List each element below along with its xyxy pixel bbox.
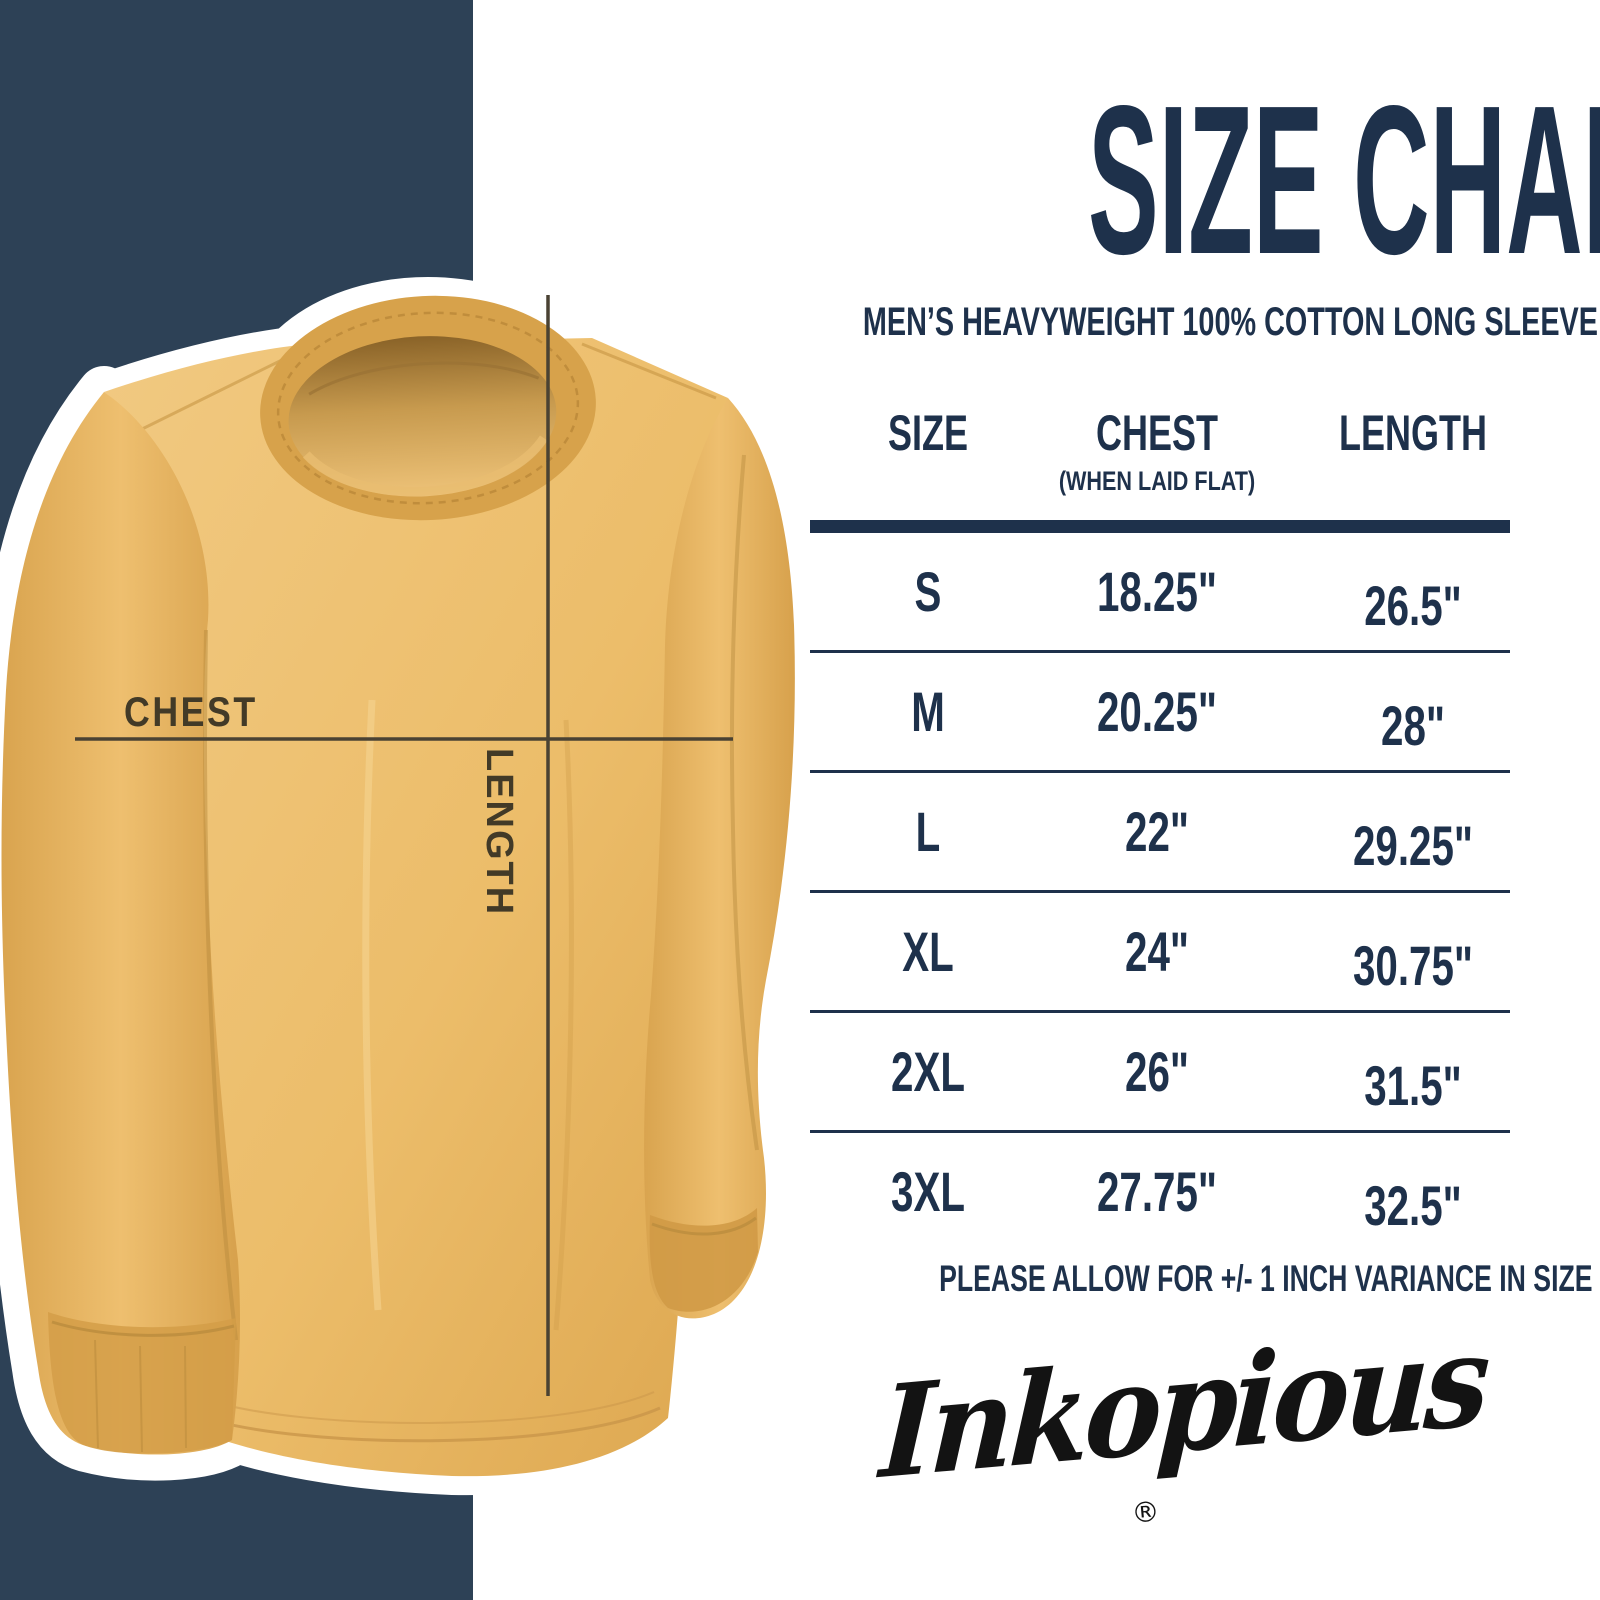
- length-cell: 32.5": [1364, 1174, 1462, 1237]
- size-cell: 3XL: [891, 1160, 965, 1223]
- product-subtitle-text: MEN’S HEAVYWEIGHT 100% COTTON LONG SLEEV…: [862, 300, 1598, 344]
- header-divider: [810, 520, 1510, 533]
- shirt-right-sleeve: [644, 398, 795, 1319]
- size-cell: S: [914, 560, 942, 623]
- brand-logo: Inkopious®: [848, 1305, 1489, 1542]
- size-row: 3XL 27.75" 32.5": [810, 1133, 1510, 1253]
- length-cell: 29.25": [1352, 814, 1474, 877]
- size-table-rows: S 18.25" 26.5" M 20.25" 28" L 22" 29.25"…: [810, 533, 1510, 1253]
- shirt-left-sleeve: [1, 392, 240, 1455]
- chest-cell: 20.25": [1096, 680, 1218, 743]
- page-title: SIZE CHART: [770, 74, 1600, 286]
- product-subtitle: MEN’S HEAVYWEIGHT 100% COTTON LONG SLEEV…: [720, 300, 1598, 345]
- length-cell: 31.5": [1364, 1054, 1462, 1117]
- size-row: XL 24" 30.75": [810, 893, 1510, 1013]
- column-header-chest: CHEST: [1095, 405, 1219, 461]
- size-table: SIZE CHEST LENGTH (WHEN LAID FLAT) S 18.…: [810, 398, 1510, 1253]
- size-cell: XL: [902, 920, 954, 983]
- size-row: 2XL 26" 31.5": [810, 1013, 1510, 1133]
- length-cell: 30.75": [1352, 934, 1474, 997]
- chest-cell: 26": [1125, 1040, 1189, 1103]
- length-cell: 28": [1381, 694, 1445, 757]
- shirt-collar: [260, 295, 596, 521]
- chest-measure-label: CHEST: [124, 688, 258, 735]
- length-cell: 26.5": [1364, 574, 1462, 637]
- chest-subnote: (WHEN LAID FLAT): [1058, 466, 1256, 496]
- size-row: M 20.25" 28": [810, 653, 1510, 773]
- chest-cell: 18.25": [1096, 560, 1218, 623]
- length-measure-label: LENGTH: [478, 748, 520, 917]
- shirt-photo: [0, 295, 795, 1481]
- size-cell: 2XL: [891, 1040, 965, 1103]
- variance-note-text: PLEASE ALLOW FOR +/- 1 INCH VARIANCE IN …: [939, 1258, 1593, 1299]
- registered-mark: ®: [1130, 1494, 1161, 1531]
- measurement-lines: [75, 295, 733, 1396]
- size-row: S 18.25" 26.5": [810, 533, 1510, 653]
- size-cell: L: [915, 800, 941, 863]
- page-title-text: SIZE CHART: [1088, 61, 1600, 298]
- size-table-header: SIZE CHEST LENGTH (WHEN LAID FLAT): [810, 398, 1510, 520]
- variance-note: PLEASE ALLOW FOR +/- 1 INCH VARIANCE IN …: [812, 1258, 1592, 1300]
- size-cell: M: [911, 680, 945, 743]
- column-header-size: SIZE: [887, 405, 969, 461]
- chest-cell: 27.75": [1096, 1160, 1218, 1223]
- size-row: L 22" 29.25": [810, 773, 1510, 893]
- chest-cell: 22": [1125, 800, 1189, 863]
- chest-cell: 24": [1125, 920, 1189, 983]
- shirt-body: [104, 338, 728, 1477]
- brand-logo-text: Inkopious: [877, 1305, 1490, 1508]
- column-header-length: LENGTH: [1339, 405, 1487, 461]
